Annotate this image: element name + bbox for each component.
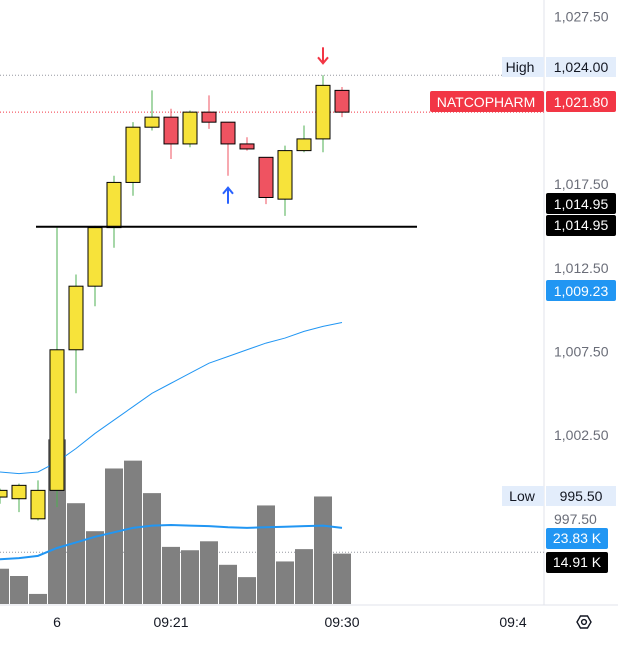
volume-value-box [546,552,608,573]
last-price-value: 1,021.80 [554,94,609,110]
volume-bar [276,561,294,604]
price-tick-label: 1,007.50 [554,343,609,359]
candle-body [11,484,27,500]
volume-bar [257,505,275,604]
price-tick-label: 1,002.50 [554,427,609,443]
volume-bar [219,564,237,604]
candle-body [239,143,255,150]
low-label: Low [509,488,536,504]
time-axis-labels: 6 09:21 09:30 09:4 [53,614,527,630]
volume-ma-line [0,524,343,561]
candle-body [201,111,217,123]
time-tick-label: 09:30 [324,614,359,630]
price-tick-label: 997.50 [554,511,597,527]
volume-bar [314,496,332,604]
volume-bar [86,531,104,604]
support-value-2: 1,014.95 [554,217,609,233]
volume-bar [238,577,256,604]
high-label-box [502,57,544,77]
volume-bar [29,593,47,604]
time-tick-label: 09:4 [499,614,526,630]
volume-bar [200,541,218,604]
volume-bar [105,468,123,604]
candles-layer [0,75,350,521]
volume-bar [67,503,85,604]
volume-bar [143,493,161,604]
volume-value: 14.91 K [553,554,602,570]
high-label: High [506,59,535,75]
volume-bar [10,576,28,604]
time-tick-label: 6 [53,614,61,630]
support-value-1: 1,014.95 [554,196,609,212]
volume-ma-value: 23.83 K [553,530,602,546]
volume-bar [0,568,9,604]
candle-body [296,138,312,152]
candle-body [106,181,122,229]
volume-bar [333,553,351,604]
symbol-badge-box [430,91,544,112]
ma-value: 1,009.23 [554,283,609,299]
high-value-box [546,57,616,77]
sell-arrow-icon [317,47,329,65]
arrow-head [317,56,329,65]
high-value: 1,024.00 [554,59,609,75]
candle-body [87,227,103,287]
chart-settings-icon[interactable] [576,615,592,629]
ma-value-box [546,280,616,301]
candle-body [0,489,8,498]
volume-bar [295,549,313,604]
candle-body [182,111,198,145]
low-label-box [502,486,544,506]
candle-body [220,121,236,145]
candle-body [49,349,65,491]
volume-bar [124,460,142,604]
time-tick-label: 09:21 [153,614,188,630]
volume-bar [181,550,199,604]
candle-body [163,116,179,145]
symbol-badge: NATCOPHARM [437,94,536,110]
candle-body [30,489,46,520]
price-tick-label: 1,017.50 [554,176,609,192]
candle-body [125,126,141,183]
candle-body [334,89,350,113]
support-value-box-1 [546,193,616,214]
price-tick-label: 1,012.50 [554,260,609,276]
low-value-box [546,486,616,506]
volume-bar [162,546,180,604]
last-price-box [546,91,616,112]
low-value: 995.50 [560,488,603,504]
arrow-head [222,186,234,195]
candle-body [258,156,274,198]
support-value-box-2 [546,215,616,236]
candle-body [68,285,84,351]
candle-body [315,84,331,140]
price-tick-label: 1,027.50 [554,9,609,25]
signal-arrows-layer [222,47,329,204]
candle-body [277,150,293,200]
volume-ma-box [546,528,608,549]
buy-arrow-icon [222,186,234,204]
candle-body [144,116,160,128]
